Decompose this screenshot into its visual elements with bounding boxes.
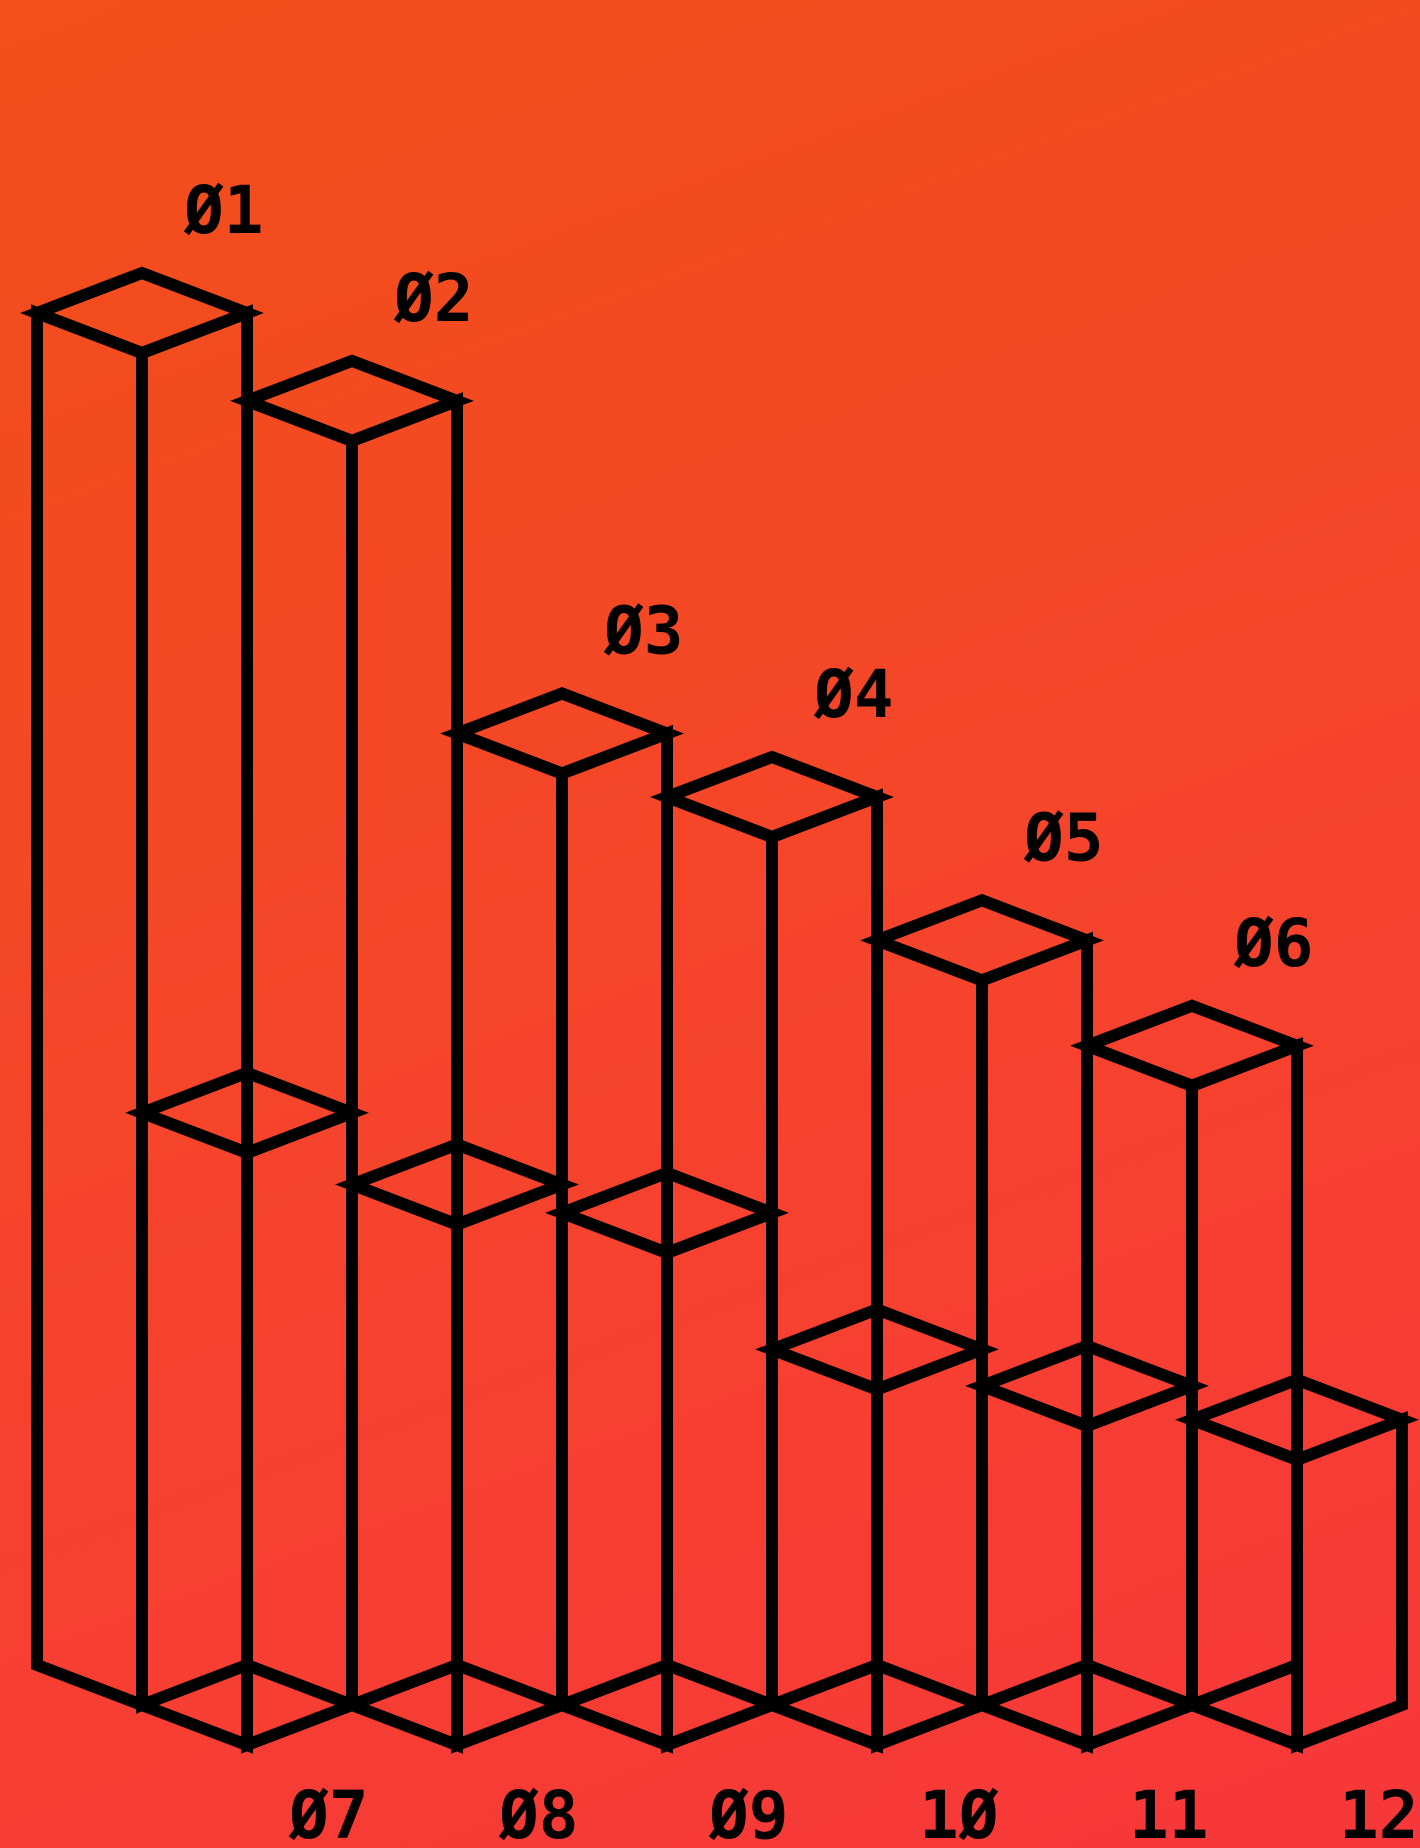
front-bar-label: 11 [1129, 1777, 1208, 1848]
back-bar-top-face [860, 893, 1104, 987]
front-bar-label: Ø8 [498, 1777, 578, 1848]
back-bar-label: Ø6 [1233, 905, 1313, 982]
front-bar-right-face [451, 1175, 568, 1754]
front-bar-label: Ø7 [288, 1777, 368, 1848]
front-bar-top-face [125, 1066, 369, 1160]
back-bar-label: Ø3 [603, 592, 683, 669]
front-bar-left-face [136, 1104, 253, 1754]
front-bar-label: 12 [1339, 1777, 1418, 1848]
back-bar-label: Ø5 [1023, 799, 1103, 876]
back-bar-left-face [871, 931, 988, 1714]
front-bar-top-face [755, 1303, 999, 1396]
front-bar: Ø8 [335, 1138, 579, 1848]
back-bar: Ø1 [20, 172, 264, 1714]
back-bar-right-face [766, 788, 883, 1714]
front-bar-left-face [346, 1175, 463, 1754]
front-bar-right-face [1291, 1411, 1408, 1754]
back-bar-top-face [1070, 999, 1314, 1093]
back-bar: Ø5 [860, 799, 1104, 1714]
back-bar: Ø6 [1070, 905, 1314, 1714]
front-bar: 1Ø [755, 1303, 999, 1848]
back-bar: Ø3 [440, 592, 684, 1714]
front-bar-right-face [241, 1104, 358, 1754]
back-bar-left-face [31, 304, 148, 1714]
back-bar-right-face [1186, 1037, 1303, 1714]
back-bar-label: Ø2 [393, 260, 473, 337]
back-bar-right-face [136, 304, 253, 1714]
back-bar-top-face [440, 687, 684, 780]
back-bar-right-face [976, 931, 1093, 1714]
front-bar-top-face [965, 1339, 1209, 1433]
front-bar-label: Ø9 [708, 1777, 788, 1848]
front-bar: 12 [1175, 1373, 1419, 1848]
back-bar-top-face [650, 750, 894, 844]
front-bar-top-face [545, 1166, 789, 1260]
front-bar: Ø9 [545, 1166, 789, 1848]
front-bar: 11 [965, 1339, 1209, 1848]
front-bar-label: 1Ø [919, 1777, 999, 1848]
back-bar-label: Ø1 [183, 172, 263, 249]
back-bar-top-face [20, 266, 264, 360]
front-bar-top-face [335, 1138, 579, 1231]
back-bar: Ø2 [230, 260, 474, 1714]
front-bar: Ø7 [125, 1066, 369, 1848]
back-bar-top-face [230, 354, 474, 448]
back-bar-right-face [346, 392, 463, 1714]
back-bar-label: Ø4 [813, 656, 893, 733]
front-bar-top-face [1175, 1373, 1419, 1467]
back-bar-left-face [241, 392, 358, 1714]
